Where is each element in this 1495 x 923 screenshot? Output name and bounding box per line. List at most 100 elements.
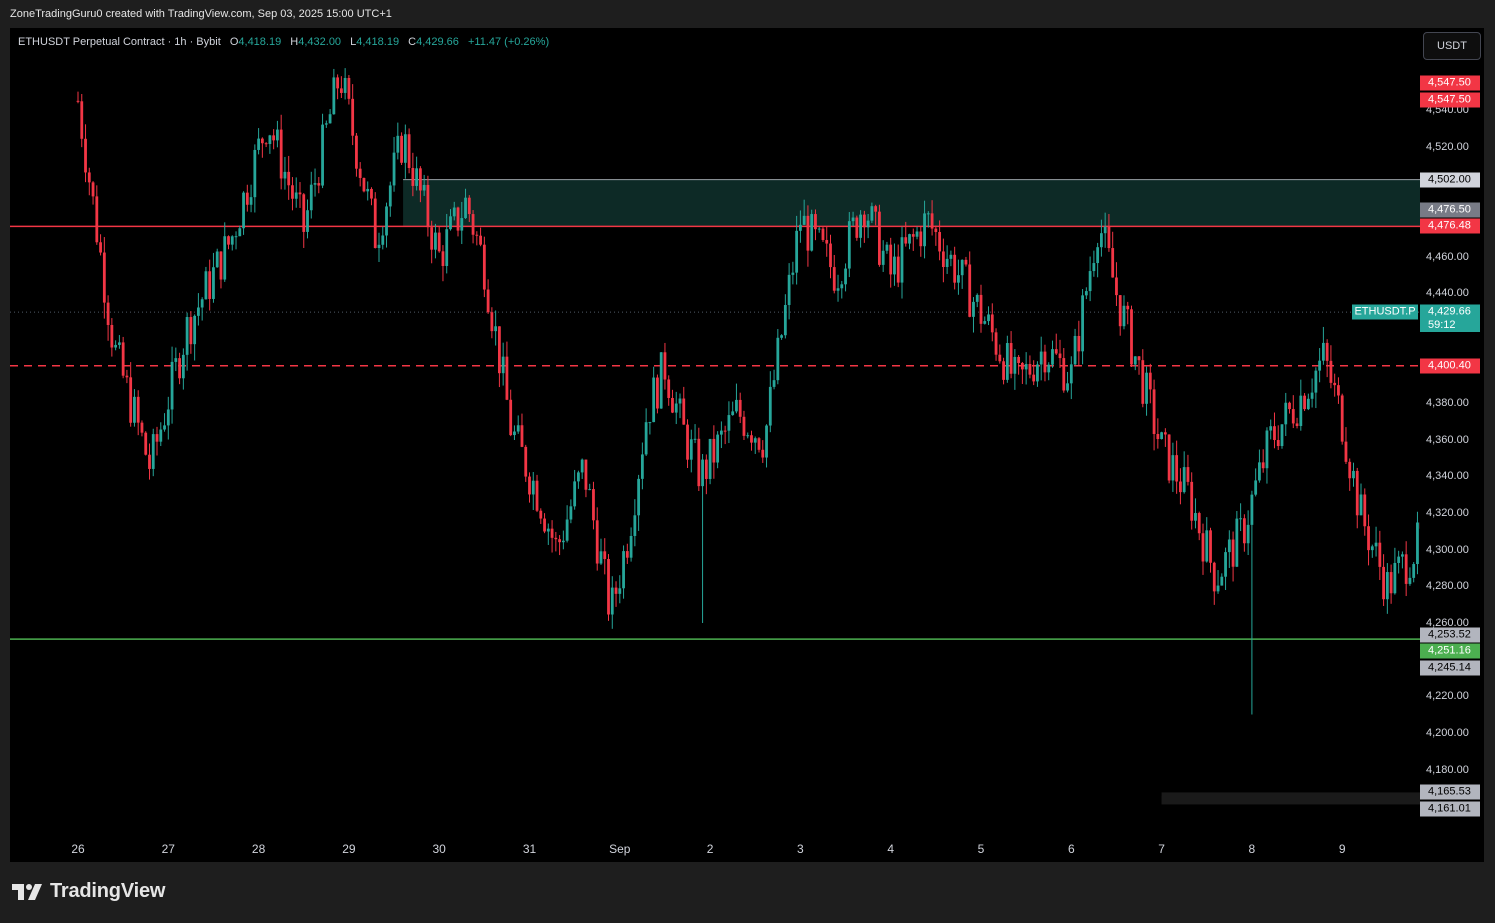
price-chart[interactable] bbox=[10, 28, 1420, 838]
candle-body bbox=[799, 224, 802, 231]
candle-body bbox=[1182, 467, 1186, 493]
candle-body bbox=[91, 182, 95, 197]
candle-body bbox=[1054, 349, 1058, 354]
candle-body bbox=[851, 217, 855, 222]
candle-body bbox=[765, 425, 768, 458]
candle-body bbox=[1175, 455, 1179, 482]
candle-body bbox=[110, 325, 114, 348]
candle-body bbox=[1118, 295, 1122, 327]
candle-body bbox=[1299, 395, 1303, 427]
candle-body bbox=[1337, 385, 1340, 396]
candle-body bbox=[396, 135, 400, 153]
top-bar: ZoneTradingGuru0 created with TradingVie… bbox=[0, 0, 1495, 28]
price-tag: 4,251.16 bbox=[1420, 643, 1480, 659]
candle-body bbox=[610, 587, 614, 615]
candle-body bbox=[1325, 342, 1329, 361]
candle-body bbox=[1291, 409, 1295, 424]
legend-low-label: L bbox=[350, 36, 357, 48]
candle-body bbox=[1284, 402, 1288, 425]
candle-body bbox=[245, 192, 249, 205]
bottom-range-2 bbox=[1161, 792, 1420, 805]
candle-body bbox=[712, 438, 716, 463]
candle-body bbox=[464, 197, 467, 219]
price-tag: 4,476.48 bbox=[1420, 218, 1480, 234]
candle-body bbox=[370, 188, 373, 199]
candle-body bbox=[832, 267, 836, 291]
candle-body bbox=[155, 434, 159, 442]
candle-body bbox=[482, 244, 486, 290]
candle-body bbox=[189, 317, 193, 345]
candle-body bbox=[505, 356, 509, 400]
chart-frame[interactable]: ETHUSDT Perpetual Contract · 1h · Bybit … bbox=[10, 28, 1484, 862]
candle-body bbox=[614, 587, 618, 594]
candle-body bbox=[821, 228, 825, 240]
candle-body bbox=[584, 459, 588, 490]
time-axis[interactable]: 26 27 28 29 30 31 Sep 2 3 4 5 6 7 8 9 bbox=[10, 838, 1420, 862]
candle-body bbox=[1314, 370, 1318, 393]
candle-body bbox=[1224, 552, 1227, 577]
candle-body bbox=[1020, 362, 1024, 370]
candle-body bbox=[430, 227, 434, 250]
candle-body bbox=[599, 551, 603, 564]
candle-body bbox=[317, 183, 321, 186]
candle-body bbox=[276, 129, 279, 141]
candle-body bbox=[148, 454, 151, 469]
candle-body bbox=[543, 518, 546, 532]
candle-body bbox=[998, 354, 1002, 362]
candle-body bbox=[1028, 364, 1032, 375]
candle-body bbox=[227, 236, 230, 245]
candle-body bbox=[648, 422, 652, 424]
candle-body bbox=[1194, 513, 1197, 521]
currency-button[interactable]: USDT bbox=[1423, 32, 1481, 60]
candle-body bbox=[637, 478, 641, 516]
time-tick: 8 bbox=[1248, 842, 1256, 856]
candle-body bbox=[1239, 518, 1243, 520]
candle-body bbox=[742, 416, 746, 436]
tradingview-logo[interactable]: TradingView bbox=[12, 880, 165, 903]
candle-body bbox=[415, 168, 419, 186]
candle-body bbox=[1303, 395, 1306, 410]
price-tick: 4,440.00 bbox=[1426, 287, 1469, 300]
candle-body bbox=[520, 425, 524, 447]
candle-body bbox=[972, 301, 975, 317]
candle-body bbox=[298, 192, 302, 195]
candle-body bbox=[727, 415, 731, 431]
candle-body bbox=[1389, 572, 1393, 594]
candle-body bbox=[554, 537, 558, 540]
ohlc-legend: ETHUSDT Perpetual Contract · 1h · Bybit … bbox=[18, 36, 549, 48]
candle-body bbox=[885, 244, 889, 251]
candle-body bbox=[336, 77, 340, 89]
candle-body bbox=[817, 228, 821, 230]
candle-body bbox=[272, 135, 276, 141]
candle-body bbox=[385, 206, 388, 236]
candle-body bbox=[1329, 360, 1333, 383]
candle-body bbox=[1344, 441, 1348, 462]
candle-body bbox=[847, 221, 851, 269]
candle-body bbox=[701, 459, 704, 487]
candle-body bbox=[840, 284, 844, 289]
candle-body bbox=[618, 588, 622, 594]
candle-body bbox=[185, 317, 189, 355]
candle-body bbox=[941, 251, 945, 268]
candle-body bbox=[1130, 309, 1133, 365]
candle-body bbox=[565, 519, 569, 541]
candle-body bbox=[351, 98, 355, 136]
candle-body bbox=[671, 397, 674, 413]
candle-body bbox=[136, 396, 140, 423]
candle-body bbox=[768, 386, 772, 426]
candle-body bbox=[294, 192, 298, 199]
candle-body bbox=[919, 231, 923, 247]
price-axis[interactable]: 4,540.00 4,520.00 4,460.00 4,440.00 4,380.00… bbox=[1420, 28, 1484, 862]
candle-body bbox=[558, 539, 561, 543]
candle-body bbox=[945, 258, 949, 268]
candle-body bbox=[1047, 364, 1051, 373]
candle-body bbox=[471, 214, 475, 235]
candle-body bbox=[197, 307, 200, 316]
candle-body bbox=[129, 377, 133, 423]
candle-body bbox=[84, 138, 87, 173]
candle-body bbox=[381, 235, 385, 245]
candle-body bbox=[215, 251, 219, 268]
candle-body bbox=[1066, 383, 1069, 391]
candle-body bbox=[449, 216, 452, 230]
price-tag: 4,165.53 bbox=[1420, 784, 1480, 800]
